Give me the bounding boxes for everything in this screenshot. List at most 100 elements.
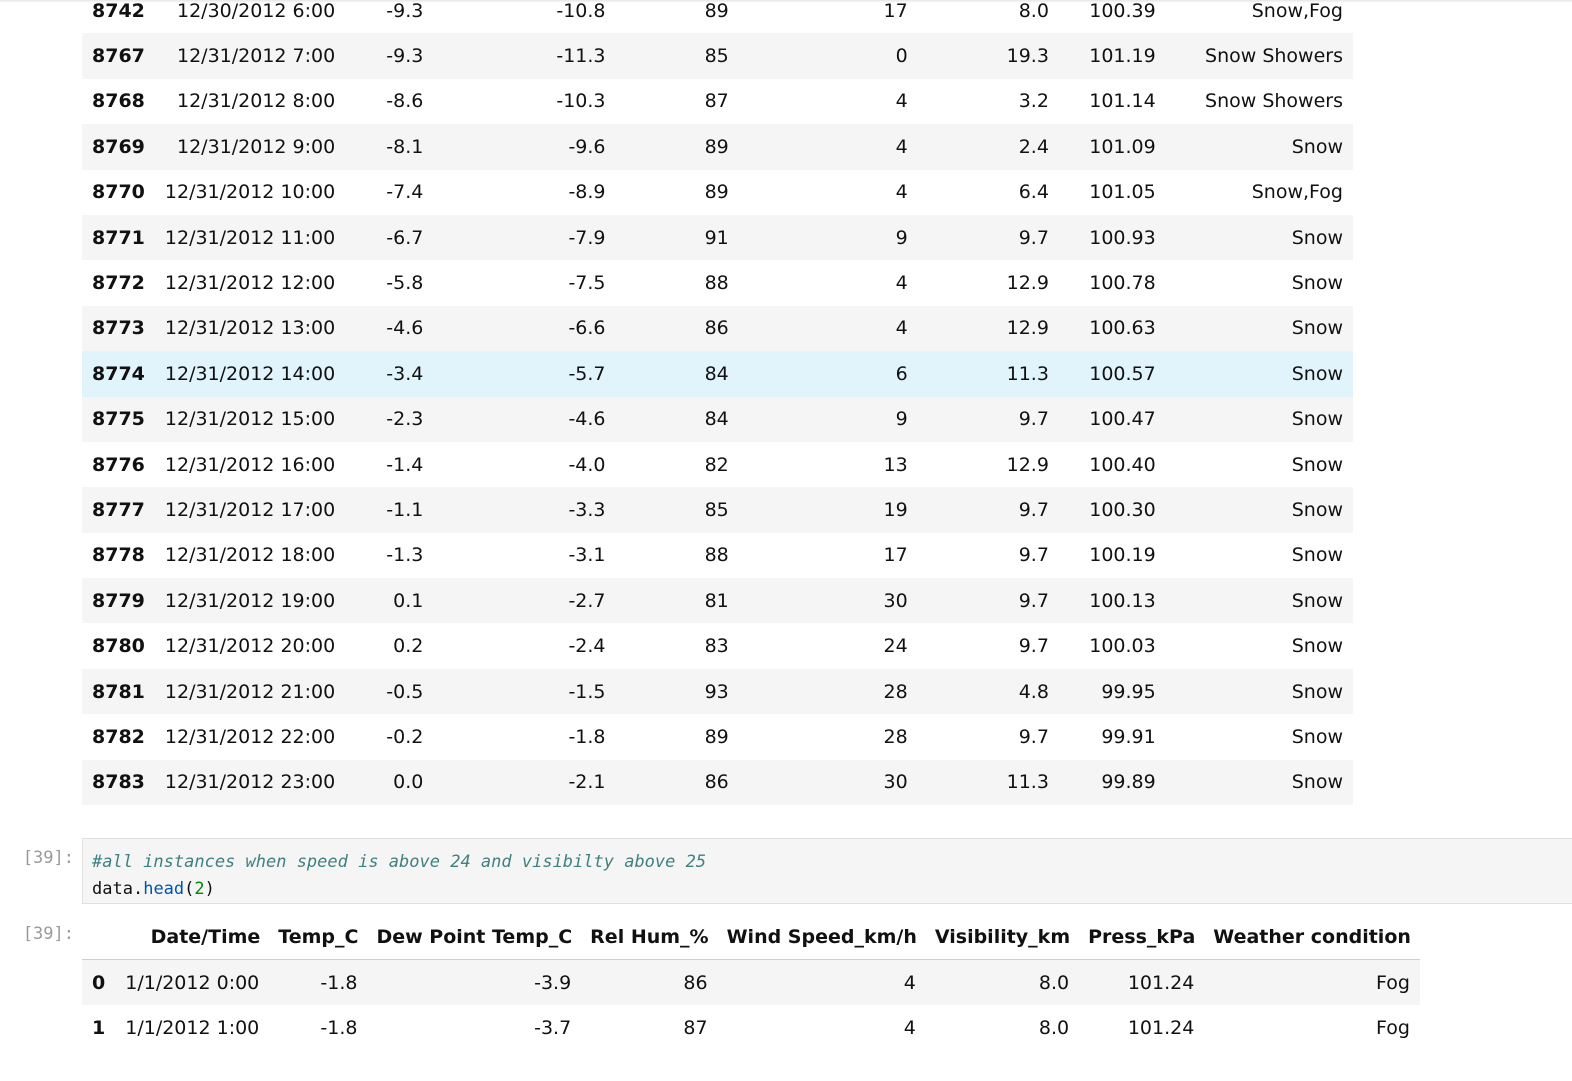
cell-pressure: 101.19 bbox=[1089, 45, 1156, 68]
cell-weather: Snow bbox=[1291, 680, 1343, 703]
cell-wind-speed: 9 bbox=[895, 226, 908, 249]
table-row: 8773 12/31/2012 13:00 -4.6 -6.6 86 4 12.9 100.6… bbox=[82, 305, 1353, 352]
cell-pressure: 100.19 bbox=[1089, 544, 1156, 567]
cell-pressure: 101.05 bbox=[1089, 181, 1156, 204]
cell-rel-hum: 86 bbox=[704, 771, 729, 794]
cell-datetime: 12/31/2012 9:00 bbox=[176, 135, 336, 158]
code-method: head bbox=[143, 879, 185, 899]
cell-temp: -0.5 bbox=[386, 680, 424, 703]
table-row: 8777 12/31/2012 17:00 -1.1 -3.3 85 19 9.7 100.3… bbox=[82, 487, 1353, 533]
cell-pressure: 100.78 bbox=[1089, 272, 1156, 295]
cell-wind-speed: 4 bbox=[895, 317, 908, 340]
cell-rel-hum: 88 bbox=[704, 272, 729, 295]
table-row: 8781 12/31/2012 21:00 -0.5 -1.5 93 28 4.8 99.95… bbox=[82, 668, 1353, 715]
cell-temp: -1.8 bbox=[320, 971, 358, 994]
cell-wind-speed: 30 bbox=[883, 771, 908, 794]
column-header: Dew Point Temp_C bbox=[367, 915, 582, 960]
row-index: 8780 bbox=[92, 635, 145, 658]
cell-temp: -1.1 bbox=[386, 498, 424, 521]
cell-datetime: 12/31/2012 13:00 bbox=[164, 317, 336, 340]
cell-dew-point: -2.1 bbox=[568, 771, 606, 794]
code-dot: . bbox=[132, 879, 144, 899]
cell-visibility: 3.2 bbox=[1018, 90, 1049, 113]
column-header bbox=[82, 915, 116, 960]
output-prompt: [39]: bbox=[22, 924, 74, 944]
column-header: Temp_C bbox=[269, 915, 368, 960]
cell-weather: Snow,Fog bbox=[1251, 0, 1343, 22]
row-index: 8781 bbox=[92, 680, 145, 703]
cell-weather: Snow bbox=[1291, 771, 1343, 794]
cell-wind-speed: 4 bbox=[903, 1016, 916, 1039]
column-header: Visibility_km bbox=[925, 915, 1080, 960]
cell-datetime: 12/31/2012 8:00 bbox=[176, 90, 336, 113]
cell-wind-speed: 4 bbox=[895, 272, 908, 295]
table-row: 8783 12/31/2012 23:00 0.0 -2.1 86 30 11.3 99.89… bbox=[82, 759, 1353, 806]
row-index: 8778 bbox=[92, 544, 145, 567]
cell-weather: Snow bbox=[1291, 408, 1343, 431]
cell-rel-hum: 84 bbox=[704, 362, 729, 385]
cell-rel-hum: 87 bbox=[683, 1016, 708, 1039]
cell-wind-speed: 4 bbox=[903, 971, 916, 994]
cell-wind-speed: 4 bbox=[895, 135, 908, 158]
row-index: 8782 bbox=[92, 725, 145, 748]
table-row: 8772 12/31/2012 12:00 -5.8 -7.5 88 4 12.9 100.7… bbox=[82, 260, 1353, 305]
cell-dew-point: -6.6 bbox=[568, 317, 606, 340]
cell-weather: Snow bbox=[1291, 453, 1343, 476]
cell-datetime: 12/31/2012 21:00 bbox=[164, 680, 336, 703]
cell-visibility: 12.9 bbox=[1006, 317, 1049, 340]
cell-dew-point: -1.5 bbox=[568, 680, 606, 703]
row-index: 0 bbox=[92, 971, 106, 994]
cell-pressure: 100.57 bbox=[1089, 362, 1156, 385]
cell-visibility: 9.7 bbox=[1018, 589, 1049, 612]
cell-dew-point: -10.3 bbox=[556, 90, 606, 113]
cell-visibility: 6.4 bbox=[1018, 181, 1049, 204]
cell-wind-speed: 28 bbox=[883, 725, 908, 748]
cell-weather: Snow bbox=[1291, 635, 1343, 658]
cell-dew-point: -1.8 bbox=[568, 725, 606, 748]
cell-dew-point: -8.9 bbox=[568, 181, 606, 204]
cell-rel-hum: 86 bbox=[704, 317, 729, 340]
cell-dew-point: -2.4 bbox=[568, 635, 606, 658]
cell-rel-hum: 88 bbox=[704, 544, 729, 567]
cell-datetime: 12/31/2012 15:00 bbox=[164, 408, 336, 431]
cell-datetime: 12/31/2012 7:00 bbox=[176, 45, 336, 68]
cell-pressure: 101.24 bbox=[1127, 1016, 1195, 1039]
cell-rel-hum: 86 bbox=[683, 971, 708, 994]
cell-temp: -3.4 bbox=[386, 362, 424, 385]
cell-wind-speed: 28 bbox=[883, 680, 908, 703]
cell-temp: -4.6 bbox=[386, 317, 424, 340]
row-index: 1 bbox=[92, 1016, 106, 1039]
cell-temp: -2.3 bbox=[386, 408, 424, 431]
code-comment: #all instances when speed is above 24 an… bbox=[92, 852, 707, 872]
cell-weather: Snow Showers bbox=[1205, 45, 1343, 68]
cell-weather: Fog bbox=[1375, 971, 1410, 994]
row-index: 8770 bbox=[92, 181, 145, 204]
cell-visibility: 4.8 bbox=[1018, 680, 1049, 703]
cell-rel-hum: 91 bbox=[704, 226, 729, 249]
cell-datetime: 12/31/2012 22:00 bbox=[164, 725, 336, 748]
cell-rel-hum: 84 bbox=[704, 408, 729, 431]
row-index: 8773 bbox=[92, 317, 145, 340]
cell-dew-point: -11.3 bbox=[556, 45, 606, 68]
cell-visibility: 19.3 bbox=[1006, 45, 1049, 68]
code-cell-editor[interactable]: #all instances when speed is above 24 an… bbox=[82, 838, 1572, 904]
column-header: Weather condition bbox=[1204, 915, 1420, 960]
cell-weather: Snow Showers bbox=[1205, 90, 1343, 113]
cell-wind-speed: 24 bbox=[883, 635, 908, 658]
row-index: 8771 bbox=[92, 226, 145, 249]
table-row: 8779 12/31/2012 19:00 0.1 -2.7 81 30 9.7 100.13… bbox=[82, 578, 1353, 624]
dataframe-output-top: 8742 12/30/2012 6:00 -9.3 -10.8 89 17 8.0 100.3… bbox=[82, 0, 1353, 806]
cell-weather: Snow,Fog bbox=[1251, 181, 1343, 204]
cell-datetime: 12/31/2012 20:00 bbox=[164, 635, 336, 658]
cell-weather: Snow bbox=[1291, 544, 1343, 567]
cell-temp: -8.6 bbox=[386, 90, 424, 113]
cell-rel-hum: 83 bbox=[704, 635, 729, 658]
cell-pressure: 99.91 bbox=[1101, 725, 1156, 748]
cell-visibility: 9.7 bbox=[1018, 226, 1049, 249]
row-index: 8767 bbox=[92, 45, 145, 68]
cell-temp: -9.3 bbox=[386, 0, 424, 22]
cell-visibility: 9.7 bbox=[1018, 498, 1049, 521]
cell-rel-hum: 89 bbox=[704, 135, 729, 158]
table-row: 8771 12/31/2012 11:00 -6.7 -7.9 91 9 9.7 100.93… bbox=[82, 214, 1353, 261]
cell-pressure: 101.24 bbox=[1127, 971, 1195, 994]
